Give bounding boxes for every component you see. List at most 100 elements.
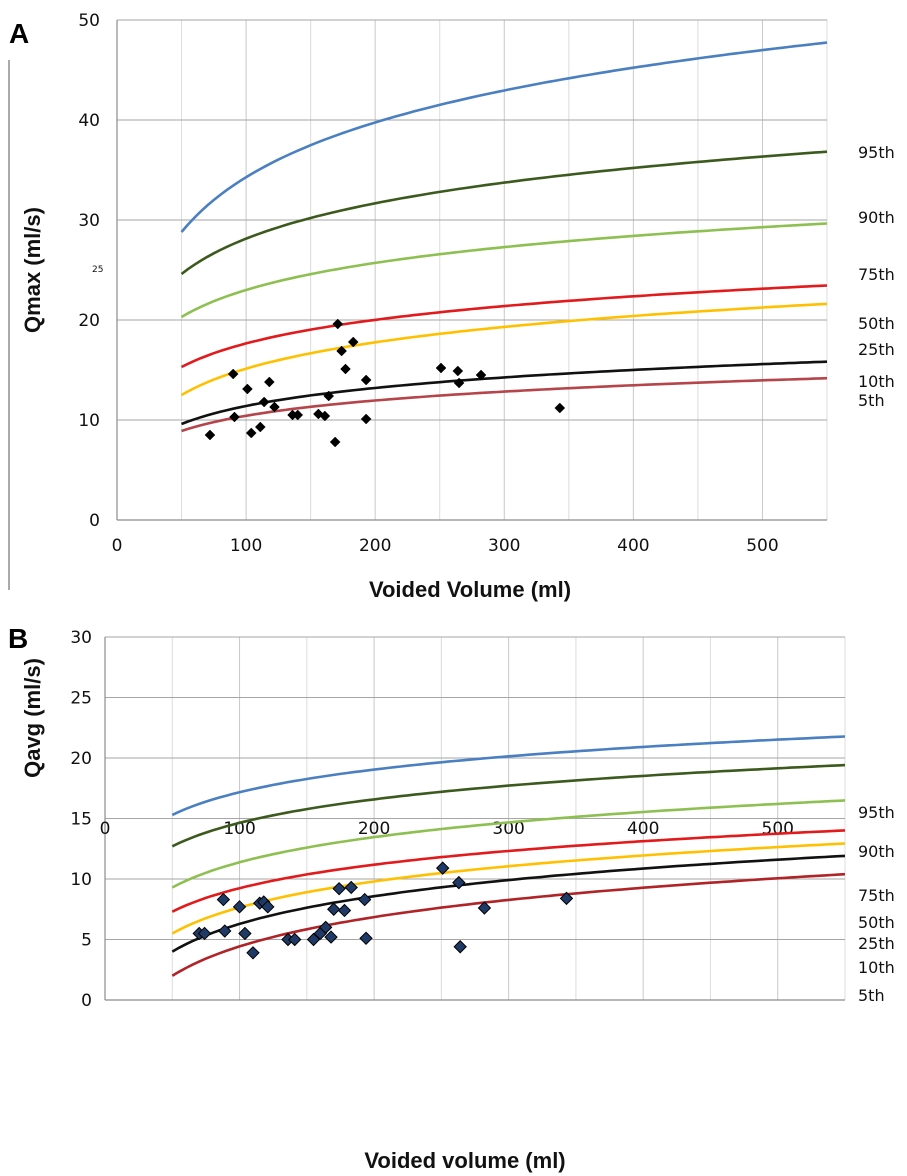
data-point — [344, 880, 358, 895]
data-point — [327, 902, 341, 916]
curve-label-10th: 10th — [858, 372, 895, 391]
data-point — [452, 875, 466, 890]
data-point — [332, 881, 346, 896]
data-point — [360, 413, 372, 425]
curve-label-25th: 25th — [858, 340, 895, 359]
data-point — [359, 931, 373, 945]
data-point — [269, 401, 280, 413]
curve-25th — [180, 302, 828, 397]
panel-a: A Voided Volume (ml) Qmax (ml/s) 25 0 10 0… — [8, 11, 895, 602]
x-tick-label: 400 — [627, 819, 659, 839]
y-tick-label: 20 — [78, 311, 100, 331]
data-point — [318, 920, 333, 935]
data-point — [229, 411, 240, 423]
data-point — [452, 365, 464, 377]
y-tick-label: 30 — [78, 211, 100, 231]
y-tick-label: 30 — [70, 628, 92, 648]
stray-tick-label: 25 — [92, 265, 103, 275]
data-point — [477, 901, 492, 915]
curve-label-90th: 90th — [858, 208, 895, 227]
data-point — [254, 421, 266, 433]
data-point — [323, 390, 335, 402]
data-point — [261, 900, 275, 914]
data-point — [319, 410, 331, 422]
data-point — [357, 892, 372, 907]
y-tick-label: 0 — [89, 511, 100, 531]
data-point — [292, 409, 304, 421]
y-tick-label: 10 — [78, 411, 100, 431]
data-point — [246, 946, 260, 960]
y-tick-label: 50 — [78, 11, 100, 31]
data-point — [258, 396, 270, 408]
data-point — [204, 429, 216, 441]
y-tick-label: 5 — [81, 931, 92, 951]
data-point — [347, 336, 359, 348]
data-point — [197, 926, 212, 941]
curve-95th — [171, 735, 846, 817]
y-axis-title: Qmax (ml/s) — [20, 207, 45, 333]
curve-label-50th: 50th — [858, 913, 895, 932]
data-point — [218, 924, 232, 938]
data-point — [245, 427, 257, 439]
curve-90th — [171, 763, 846, 848]
x-axis-title: Voided Volume (ml) — [369, 577, 571, 602]
curve-25th — [171, 842, 846, 935]
x-tick-label: 0 — [100, 819, 111, 839]
data-point — [263, 376, 275, 388]
data-point — [324, 930, 338, 944]
curve-10th — [171, 854, 846, 953]
x-tick-label: 200 — [359, 536, 391, 556]
curve-label-75th: 75th — [858, 265, 895, 284]
data-point — [453, 377, 465, 389]
y-tick-label: 10 — [70, 870, 92, 890]
curve-50th — [171, 829, 846, 913]
data-point — [360, 374, 372, 386]
y-tick-label: 40 — [78, 111, 100, 131]
panel-letter: B — [8, 623, 28, 654]
gridlines — [116, 19, 828, 521]
curve-label-5th: 5th — [858, 986, 885, 1005]
data-point — [336, 345, 347, 357]
data-points — [204, 318, 566, 448]
x-tick-label: 0 — [112, 536, 123, 556]
y-tick-label: 15 — [70, 810, 92, 830]
curve-label-75th: 75th — [858, 886, 895, 905]
y-tick-label: 0 — [81, 991, 92, 1011]
x-tick-label: 300 — [488, 536, 520, 556]
curve-75th — [180, 222, 828, 319]
curve-5th — [181, 376, 828, 433]
curve-10th — [181, 360, 828, 426]
data-point — [435, 362, 447, 374]
data-point — [337, 903, 352, 918]
panel-b: B Voided volume (ml) Qavg (ml/s) 0 100 200… — [8, 623, 895, 1173]
curve-label-5th: 5th — [858, 391, 885, 410]
data-point — [453, 940, 467, 954]
y-tick-label: 25 — [70, 689, 92, 709]
panel-letter: A — [9, 18, 29, 49]
data-points — [192, 861, 574, 960]
curve-label-25th: 25th — [858, 934, 895, 953]
data-point — [340, 363, 351, 375]
gridlines — [104, 636, 846, 1001]
x-tick-label: 500 — [762, 819, 794, 839]
data-point — [436, 861, 450, 875]
x-tick-label: 400 — [617, 536, 649, 556]
x-tick-label: 200 — [358, 819, 390, 839]
curve-label-90th: 90th — [858, 842, 895, 861]
data-point — [238, 926, 252, 941]
data-point — [232, 900, 247, 914]
x-axis-title: Voided volume (ml) — [364, 1148, 565, 1173]
data-point — [227, 368, 239, 380]
curve-50th — [180, 284, 828, 369]
data-point — [332, 318, 344, 330]
x-tick-label: 500 — [746, 536, 778, 556]
data-point — [329, 436, 341, 448]
curve-90th — [180, 150, 828, 276]
data-point — [306, 932, 321, 947]
data-point — [559, 891, 574, 906]
data-point — [475, 369, 487, 381]
curve-label-50th: 50th — [858, 314, 895, 333]
data-point — [554, 402, 566, 414]
curve-label-95th: 95th — [858, 803, 895, 822]
